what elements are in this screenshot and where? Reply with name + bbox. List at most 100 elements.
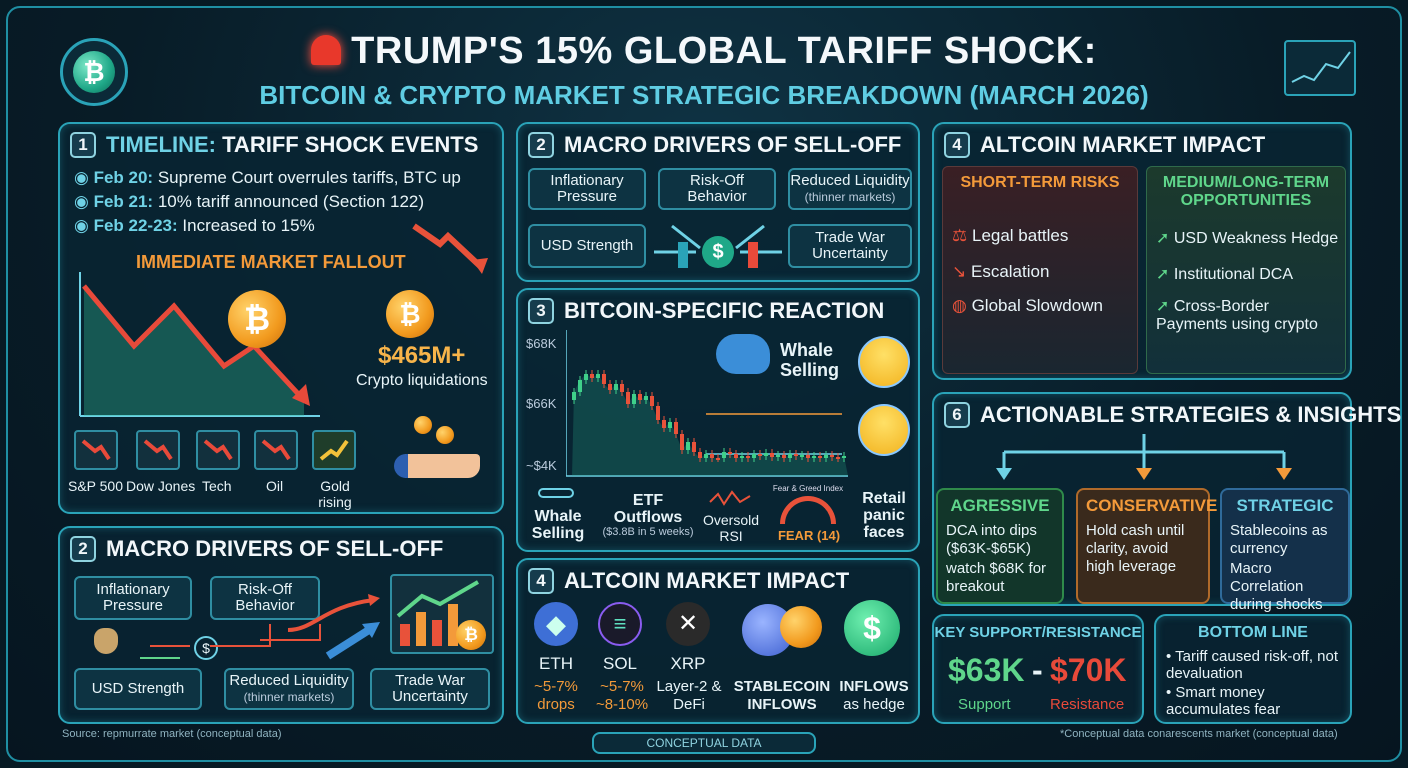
strategy-item: watch $68K for breakout bbox=[946, 560, 1047, 595]
bottom-line-title: BOTTOM LINE bbox=[1198, 624, 1308, 641]
opps-column bbox=[1146, 166, 1346, 374]
bitcoin-title: 3 BITCOIN-SPECIFIC REACTION bbox=[528, 298, 884, 324]
y-tick: $68K bbox=[526, 336, 557, 351]
conservative-card: CONSERVATIVE Hold cash until clarity, av… bbox=[1076, 488, 1217, 604]
risk-item: ⚖ Legal battles bbox=[952, 226, 1069, 245]
bitcoin-coin-icon: ₿ bbox=[228, 290, 286, 348]
inflows-label: INFLOWS as hedge bbox=[839, 678, 909, 713]
oil-down-icon bbox=[254, 430, 298, 470]
decline-arrow-icon bbox=[412, 223, 488, 274]
globe-icon: ◍ bbox=[952, 296, 967, 315]
altcoin-panel-bottom: 4 ALTCOIN MARKET IMPACT ◆ ≡ ✕ $ ETH ~5-7%… bbox=[516, 558, 920, 724]
coin-change: ~5-7% ~8-10% bbox=[595, 678, 649, 713]
macro-title-bottom: 2 MACRO DRIVERS OF SELL-OFF bbox=[70, 536, 443, 562]
altcoin-title: 4 ALTCOIN MARKET IMPACT bbox=[944, 132, 1265, 158]
strategy-item: Macro Correlation during shocks bbox=[1230, 560, 1323, 613]
scared-face-icon bbox=[858, 336, 910, 388]
timeline-event: ◉ Feb 20: Supreme Court overrules tariff… bbox=[74, 168, 461, 187]
altcoin-title-bottom: 4 ALTCOIN MARKET IMPACT bbox=[528, 568, 849, 594]
driver-inflation: Inflationary Pressure bbox=[528, 168, 646, 210]
risks-title: SHORT-TERM RISKS bbox=[960, 174, 1120, 191]
liquidations-value: $465M+ bbox=[378, 342, 466, 369]
opp-item: ➚ Institutional DCA bbox=[1156, 266, 1294, 283]
bitcoin-badge-icon: ₿ bbox=[60, 38, 128, 106]
retail-panic-label: Retail panic faces bbox=[862, 490, 906, 541]
section-number: 1 bbox=[70, 132, 96, 158]
driver-liquidity: Reduced Liquidity (thinner markets) bbox=[788, 168, 912, 210]
orange-arrow-icon bbox=[287, 594, 380, 632]
whale-small-icon bbox=[538, 488, 574, 498]
levels-title: KEY SUPPORT/RESISTANCE bbox=[934, 624, 1142, 641]
timeline-panel: 1 TIMELINE: TARIFF SHOCK EVENTS ◉ Feb 20… bbox=[58, 122, 504, 514]
bottom-line-item: • Smart money accumulates fear bbox=[1166, 684, 1281, 718]
fear-gauge-icon bbox=[780, 496, 836, 524]
market-label: Tech bbox=[202, 478, 232, 494]
bottom-line-panel: BOTTOM LINE • Tariff caused risk-off, no… bbox=[1154, 614, 1352, 724]
timeline-list: ◉ Feb 20: Supreme Court overrules tariff… bbox=[74, 168, 504, 240]
dowjones-down-icon bbox=[136, 430, 180, 470]
resistance-label: Resistance bbox=[1050, 696, 1125, 713]
driver-usd: USD Strength bbox=[74, 668, 202, 710]
footnote: *Conceptual data conarescents market (co… bbox=[1060, 728, 1338, 740]
strategic-card: STRATEGIC Stablecoins as currency Macro C… bbox=[1220, 488, 1350, 613]
whale-icon bbox=[716, 334, 770, 374]
support-label: Support bbox=[958, 696, 1011, 713]
timeline-event: ◉ Feb 22-23: Increased to 15% bbox=[74, 216, 315, 235]
siren-icon bbox=[311, 35, 342, 65]
driver-arrows bbox=[654, 224, 782, 268]
resistance-value: $70K bbox=[1050, 652, 1127, 688]
sol-icon: ≡ bbox=[598, 602, 642, 646]
page-title: TRUMP'S 15% GLOBAL TARIFF SHOCK: bbox=[351, 30, 1097, 72]
macro-drivers-panel-bottom: 2 MACRO DRIVERS OF SELL-OFF Inflationary … bbox=[58, 526, 504, 724]
support-value: $63K bbox=[948, 652, 1025, 688]
scared-face-icon bbox=[858, 404, 910, 456]
fear-value: FEAR (14) bbox=[777, 528, 841, 543]
dollar-icon: $ bbox=[194, 636, 218, 660]
driver-usd: USD Strength bbox=[528, 224, 646, 268]
opp-item: ➚ Cross-Border Payments using crypto bbox=[1156, 298, 1318, 333]
aggressive-card: AGRESSIVE DCA into dips ($63K-$65K) watch… bbox=[936, 488, 1064, 604]
driver-inflation: Inflationary Pressure bbox=[74, 576, 192, 620]
driver-trade-war: Trade War Uncertainty bbox=[788, 224, 912, 268]
opp-item: ➚ USD Weakness Hedge bbox=[1156, 230, 1339, 247]
bitcoin-reaction-panel: 3 BITCOIN-SPECIFIC REACTION $68K $66K ~$4… bbox=[516, 288, 920, 552]
decline-chart bbox=[79, 272, 320, 417]
levels-dash: - bbox=[1032, 652, 1043, 688]
sp500-down-icon bbox=[74, 430, 118, 470]
driver-trade-war: Trade War Uncertainty bbox=[370, 668, 490, 710]
gavel-icon: ⚖ bbox=[952, 226, 968, 245]
macro-drivers-panel: 2 MACRO DRIVERS OF SELL-OFF Inflationary … bbox=[516, 122, 920, 282]
driver-risk-off: Risk-Off Behavior bbox=[658, 168, 776, 210]
coin-label: SOL bbox=[602, 654, 638, 673]
eth-icon: ◆ bbox=[534, 602, 578, 646]
driver-risk-off: Risk-Off Behavior bbox=[210, 576, 320, 620]
strategy-item: Hold cash until clarity, avoid high leve… bbox=[1086, 522, 1185, 575]
xrp-icon: ✕ bbox=[666, 602, 710, 646]
etf-outflows: ETF Outflows ($3.8B in 5 weeks) bbox=[602, 492, 694, 538]
levels-panel: KEY SUPPORT/RESISTANCE $63K - $70K Suppo… bbox=[932, 614, 1144, 724]
gold-up-icon bbox=[312, 430, 356, 470]
whale-selling-label: Whale Selling bbox=[780, 340, 840, 380]
dollar-coin-icon: $ bbox=[844, 600, 900, 656]
flow-arrows bbox=[140, 624, 321, 659]
risk-item: ↘ Escalation bbox=[952, 262, 1050, 281]
market-label: Dow Jones bbox=[126, 478, 196, 494]
strategies-panel: 6 ACTIONABLE STRATEGIES & INSIGHTS AGRESS… bbox=[932, 392, 1401, 613]
coin-label: XRP bbox=[670, 654, 706, 673]
fear-greed-sub: Fear & Greed Index bbox=[772, 484, 844, 493]
market-label: Gold rising bbox=[318, 478, 352, 510]
blue-arrow-icon bbox=[325, 622, 380, 660]
bottom-whale-label: Whale Selling bbox=[531, 508, 585, 542]
market-label: S&P 500 bbox=[68, 478, 124, 494]
bottom-line-item: • Tariff caused risk-off, not devaluatio… bbox=[1166, 648, 1339, 682]
oversold-rsi-label: Oversold RSI bbox=[702, 512, 760, 544]
timeline-event: ◉ Feb 21: 10% tariff announced (Section … bbox=[74, 192, 425, 211]
y-tick: $66K bbox=[526, 396, 557, 411]
risks-column bbox=[942, 166, 1138, 374]
timeline-title: 1 TIMELINE: TARIFF SHOCK EVENTS bbox=[70, 132, 478, 158]
stablecoin-icon bbox=[780, 606, 822, 648]
page-subtitle: BITCOIN & CRYPTO MARKET STRATEGIC BREAKD… bbox=[259, 80, 1149, 110]
altcoin-panel-top: 4 ALTCOIN MARKET IMPACT SHORT-TERM RISKS … bbox=[932, 122, 1352, 380]
conceptual-badge: CONCEPTUAL DATA bbox=[592, 732, 816, 754]
money-bag-icon bbox=[94, 628, 118, 654]
